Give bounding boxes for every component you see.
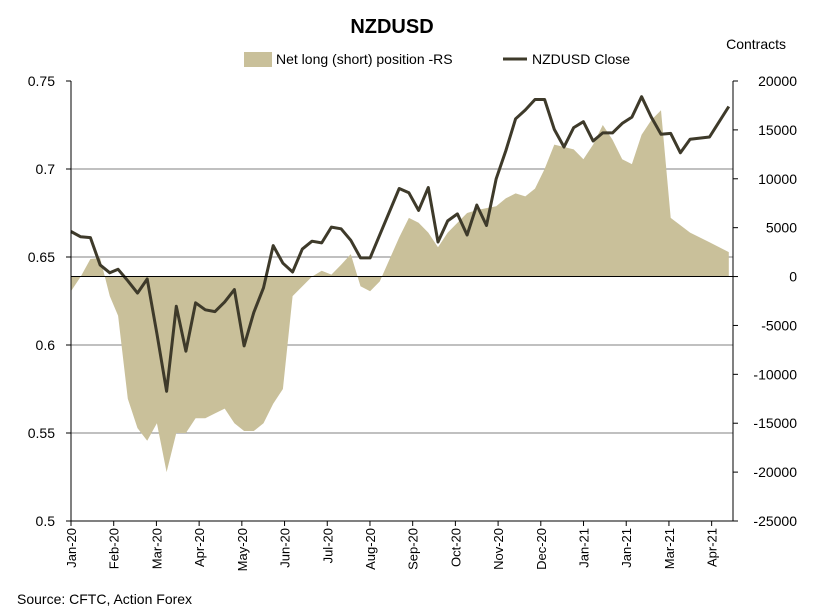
chart-title: NZDUSD (350, 16, 433, 38)
right-axis-ticks: -25000 -20000 -15000 -10000 -5000 0 5000 10000 1… (733, 73, 797, 529)
right-axis-label: Contracts (726, 36, 786, 52)
x-tick-label: Nov-20 (491, 528, 506, 570)
legend-area-swatch (244, 52, 272, 67)
x-tick-label: Jan-20 (64, 528, 79, 568)
x-tick-label: Jul-20 (320, 528, 335, 563)
x-tick-label: Mar-20 (149, 528, 164, 569)
net-position-area (71, 110, 729, 473)
x-tick-label: Jan-21 (577, 528, 592, 568)
left-tick-label: 0.65 (28, 249, 55, 265)
x-tick-label: Dec-20 (534, 528, 549, 570)
right-tick-label: -10000 (753, 366, 797, 382)
right-tick-label: -5000 (761, 317, 797, 333)
legend-area-label: Net long (short) position -RS (276, 51, 453, 67)
left-tick-label: 0.5 (36, 513, 56, 529)
right-tick-label: 0 (789, 269, 797, 285)
x-tick-label: Aug-20 (363, 528, 378, 570)
left-tick-label: 0.55 (28, 425, 55, 441)
nzdusd-close-line (70, 95, 731, 393)
x-axis-ticks: Jan-20 Feb-20 Mar-20 Apr-20 May-20 Jun-20 Jul-… (64, 521, 720, 571)
net-position-area-layer (71, 110, 729, 473)
right-tick-label: -20000 (753, 464, 797, 480)
right-tick-label: 5000 (766, 220, 797, 236)
x-tick-label: Sep-20 (406, 528, 421, 570)
x-tick-label: May-20 (235, 528, 250, 571)
x-tick-label: Mar-21 (662, 528, 677, 569)
right-tick-label: 10000 (758, 171, 797, 187)
left-tick-label: 0.7 (36, 161, 56, 177)
x-tick-label: Apr-21 (705, 528, 720, 567)
x-tick-label: Apr-20 (192, 528, 207, 567)
legend-line-label: NZDUSD Close (532, 51, 630, 67)
x-tick-label: Jan-21 (619, 528, 634, 568)
right-tick-label: -25000 (753, 513, 797, 529)
left-axis-ticks: 0.5 0.55 0.6 0.65 0.7 0.75 (28, 73, 71, 529)
left-tick-label: 0.75 (28, 73, 55, 89)
right-tick-label: 20000 (758, 73, 797, 89)
right-tick-label: -15000 (753, 415, 797, 431)
x-tick-label: Jun-20 (278, 528, 293, 568)
axes (70, 81, 734, 522)
legend: Net long (short) position -RS NZDUSD Clo… (244, 51, 630, 67)
left-tick-label: 0.6 (36, 337, 56, 353)
nzdusd-close-line-layer (70, 95, 731, 393)
x-tick-label: Feb-20 (107, 528, 122, 569)
right-tick-label: 15000 (758, 122, 797, 138)
x-tick-label: Oct-20 (448, 528, 463, 567)
source-note: Source: CFTC, Action Forex (17, 591, 192, 607)
